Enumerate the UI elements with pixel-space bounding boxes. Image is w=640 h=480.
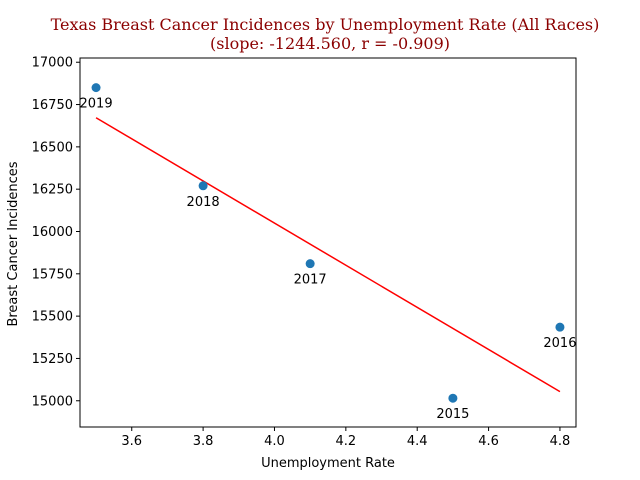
- point-label: 2019: [80, 97, 113, 112]
- x-tick-label: 3.6: [121, 434, 142, 449]
- plot-area: 2019 2018 2017 2016 2015 3.6 3.8 4.0 4.2 4.4 4.6 4.…: [32, 56, 577, 449]
- point-label: 2018: [187, 195, 220, 210]
- x-tick-label: 4.2: [335, 434, 356, 449]
- data-point: [198, 181, 208, 191]
- data-point: [555, 322, 565, 332]
- y-tick-label: 16500: [32, 140, 73, 155]
- y-axis-label: Breast Cancer Incidences: [6, 161, 21, 326]
- x-tick-label: 4.4: [407, 434, 428, 449]
- data-point: [91, 83, 101, 93]
- x-tick-label: 4.8: [550, 434, 571, 449]
- y-tick-label: 15250: [32, 352, 73, 367]
- chart-title-line1: Texas Breast Cancer Incidences by Unempl…: [51, 15, 600, 34]
- point-label: 2015: [436, 407, 469, 422]
- x-tick-label: 3.8: [193, 434, 214, 449]
- point-label: 2017: [294, 273, 327, 288]
- chart-title-line2: (slope: -1244.560, r = -0.909): [210, 34, 450, 53]
- data-point: [305, 259, 315, 269]
- x-axis-label: Unemployment Rate: [261, 456, 395, 471]
- data-point: [448, 393, 458, 403]
- y-tick-label: 15750: [32, 267, 73, 282]
- y-tick-label: 16000: [32, 225, 73, 240]
- x-tick-label: 4.0: [264, 434, 285, 449]
- regression-line: [95, 117, 561, 393]
- x-tick-label: 4.6: [478, 434, 499, 449]
- y-tick-label: 16250: [32, 183, 73, 198]
- axes-frame: [79, 57, 577, 428]
- y-tick-label: 15000: [32, 394, 73, 409]
- y-tick-label: 16750: [32, 98, 73, 113]
- point-label: 2016: [543, 336, 576, 351]
- y-tick-label: 15500: [32, 310, 73, 325]
- y-tick-label: 17000: [32, 56, 73, 71]
